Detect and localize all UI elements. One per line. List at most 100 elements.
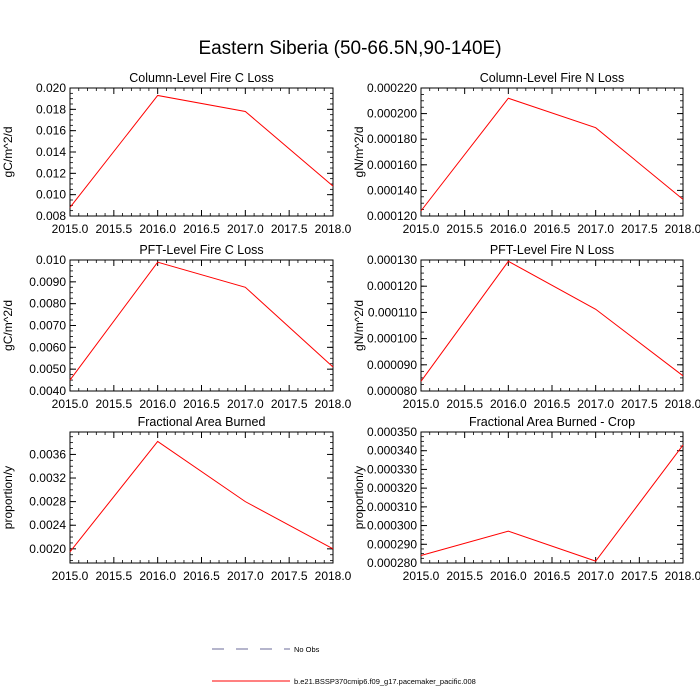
y-tick-label: 0.000100 — [367, 332, 417, 346]
x-tick-label: 2015.5 — [95, 397, 132, 411]
y-tick-label: 0.000120 — [367, 209, 417, 223]
y-tick-label: 0.0036 — [29, 447, 66, 461]
y-tick-label: 0.000080 — [367, 384, 417, 398]
y-tick-label: 0.000120 — [367, 279, 417, 293]
y-axis-label: gC/m^2/d — [1, 300, 15, 351]
y-tick-label: 0.0040 — [29, 384, 66, 398]
chart-title: Fractional Area Burned — [138, 415, 266, 429]
x-tick-label: 2015.0 — [403, 569, 440, 583]
x-tick-label: 2017.5 — [271, 222, 308, 236]
x-tick-label: 2017.5 — [271, 397, 308, 411]
x-tick-label: 2015.0 — [52, 397, 89, 411]
x-tick-label: 2016.5 — [183, 397, 220, 411]
x-tick-label: 2018.0 — [315, 397, 352, 411]
chart-title: Fractional Area Burned - Crop — [469, 415, 635, 429]
x-tick-label: 2016.0 — [490, 569, 527, 583]
y-axis-label: gC/m^2/d — [1, 127, 15, 178]
legend-label: b.e21.BSSP370cmip6.f09_g17.pacemaker_pac… — [294, 677, 476, 686]
series-line — [69, 440, 334, 553]
x-tick-label: 2018.0 — [315, 569, 352, 583]
chart-title: PFT-Level Fire N Loss — [490, 243, 614, 257]
y-tick-label: 0.010 — [36, 188, 66, 202]
x-tick-label: 2017.5 — [621, 397, 658, 411]
chart-title: PFT-Level Fire C Loss — [139, 243, 263, 257]
x-tick-label: 2017.0 — [577, 569, 614, 583]
plot-frame — [420, 259, 684, 392]
series-line — [420, 444, 684, 562]
x-tick-label: 2016.5 — [534, 569, 571, 583]
x-tick-label: 2015.0 — [52, 569, 89, 583]
y-tick-label: 0.010 — [36, 253, 66, 267]
y-tick-label: 0.000290 — [367, 537, 417, 551]
x-tick-label: 2017.5 — [621, 569, 658, 583]
x-tick-label: 2016.0 — [490, 222, 527, 236]
y-tick-label: 0.000300 — [367, 519, 417, 533]
x-tick-label: 2018.0 — [315, 222, 352, 236]
y-tick-label: 0.000220 — [367, 81, 417, 95]
chart-panel: Fractional Area Burned - Crop proportion/… — [352, 415, 700, 583]
y-tick-label: 0.000280 — [367, 556, 417, 570]
x-tick-label: 2015.5 — [95, 569, 132, 583]
y-tick-label: 0.0050 — [29, 362, 66, 376]
x-tick-label: 2015.5 — [95, 222, 132, 236]
x-tick-label: 2015.0 — [403, 222, 440, 236]
x-tick-label: 2018.0 — [665, 397, 700, 411]
x-tick-label: 2017.5 — [621, 222, 658, 236]
y-tick-label: 0.0032 — [29, 471, 66, 485]
plot-frame — [69, 259, 334, 392]
x-tick-label: 2017.0 — [577, 222, 614, 236]
y-axis-label: proportion/y — [352, 466, 366, 529]
x-tick-label: 2016.5 — [183, 569, 220, 583]
x-tick-label: 2016.0 — [490, 397, 527, 411]
y-tick-label: 0.020 — [36, 81, 66, 95]
chart-panel: PFT-Level Fire C Loss gC/m^2/d 2015.0 2015.… — [1, 243, 352, 411]
legend: No Obs b.e21.BSSP370cmip6.f09_g17.pacemak… — [212, 645, 476, 686]
x-tick-label: 2018.0 — [665, 222, 700, 236]
y-tick-label: 0.012 — [36, 166, 66, 180]
x-tick-label: 2016.5 — [534, 222, 571, 236]
series-line — [69, 94, 334, 208]
x-tick-label: 2017.0 — [227, 222, 264, 236]
x-tick-label: 2017.5 — [271, 569, 308, 583]
y-tick-label: 0.000320 — [367, 481, 417, 495]
chart-panel: PFT-Level Fire N Loss gN/m^2/d 2015.0 2015.… — [352, 243, 700, 411]
x-tick-label: 2015.5 — [446, 222, 483, 236]
y-axis-label: gN/m^2/d — [352, 127, 366, 178]
x-tick-label: 2017.0 — [227, 569, 264, 583]
x-tick-label: 2015.5 — [446, 397, 483, 411]
y-tick-label: 0.0060 — [29, 340, 66, 354]
series-line — [69, 261, 334, 381]
y-tick-label: 0.000160 — [367, 158, 417, 172]
y-tick-label: 0.000200 — [367, 107, 417, 121]
y-tick-label: 0.014 — [36, 145, 66, 159]
chart-panel: Fractional Area Burned proportion/y 2015.0… — [1, 415, 352, 583]
y-tick-label: 0.0090 — [29, 275, 66, 289]
x-tick-label: 2017.0 — [227, 397, 264, 411]
y-tick-label: 0.000140 — [367, 183, 417, 197]
x-tick-label: 2018.0 — [665, 569, 700, 583]
chart-title: Column-Level Fire N Loss — [480, 71, 625, 85]
y-tick-label: 0.016 — [36, 124, 66, 138]
figure-title: Eastern Siberia (50-66.5N,90-140E) — [198, 38, 502, 59]
legend-label: No Obs — [294, 645, 320, 654]
y-tick-label: 0.000110 — [368, 305, 417, 319]
x-tick-label: 2015.0 — [403, 397, 440, 411]
y-tick-label: 0.000180 — [367, 132, 417, 146]
y-tick-label: 0.000310 — [367, 500, 417, 514]
y-axis-label: gN/m^2/d — [352, 300, 366, 351]
y-tick-label: 0.000350 — [367, 425, 417, 439]
y-tick-label: 0.000130 — [367, 253, 417, 267]
y-tick-label: 0.0080 — [29, 297, 66, 311]
y-tick-label: 0.018 — [36, 102, 66, 116]
series-line — [420, 260, 684, 382]
chart-panel: Column-Level Fire N Loss gN/m^2/d 2015.0 20… — [352, 71, 700, 236]
x-tick-label: 2016.0 — [139, 569, 176, 583]
plot-frame — [69, 431, 334, 564]
plot-frame — [420, 87, 684, 217]
series-line — [420, 97, 684, 212]
y-tick-label: 0.0070 — [29, 319, 66, 333]
y-tick-label: 0.0028 — [29, 495, 66, 509]
x-tick-label: 2016.0 — [139, 397, 176, 411]
x-tick-label: 2016.0 — [139, 222, 176, 236]
